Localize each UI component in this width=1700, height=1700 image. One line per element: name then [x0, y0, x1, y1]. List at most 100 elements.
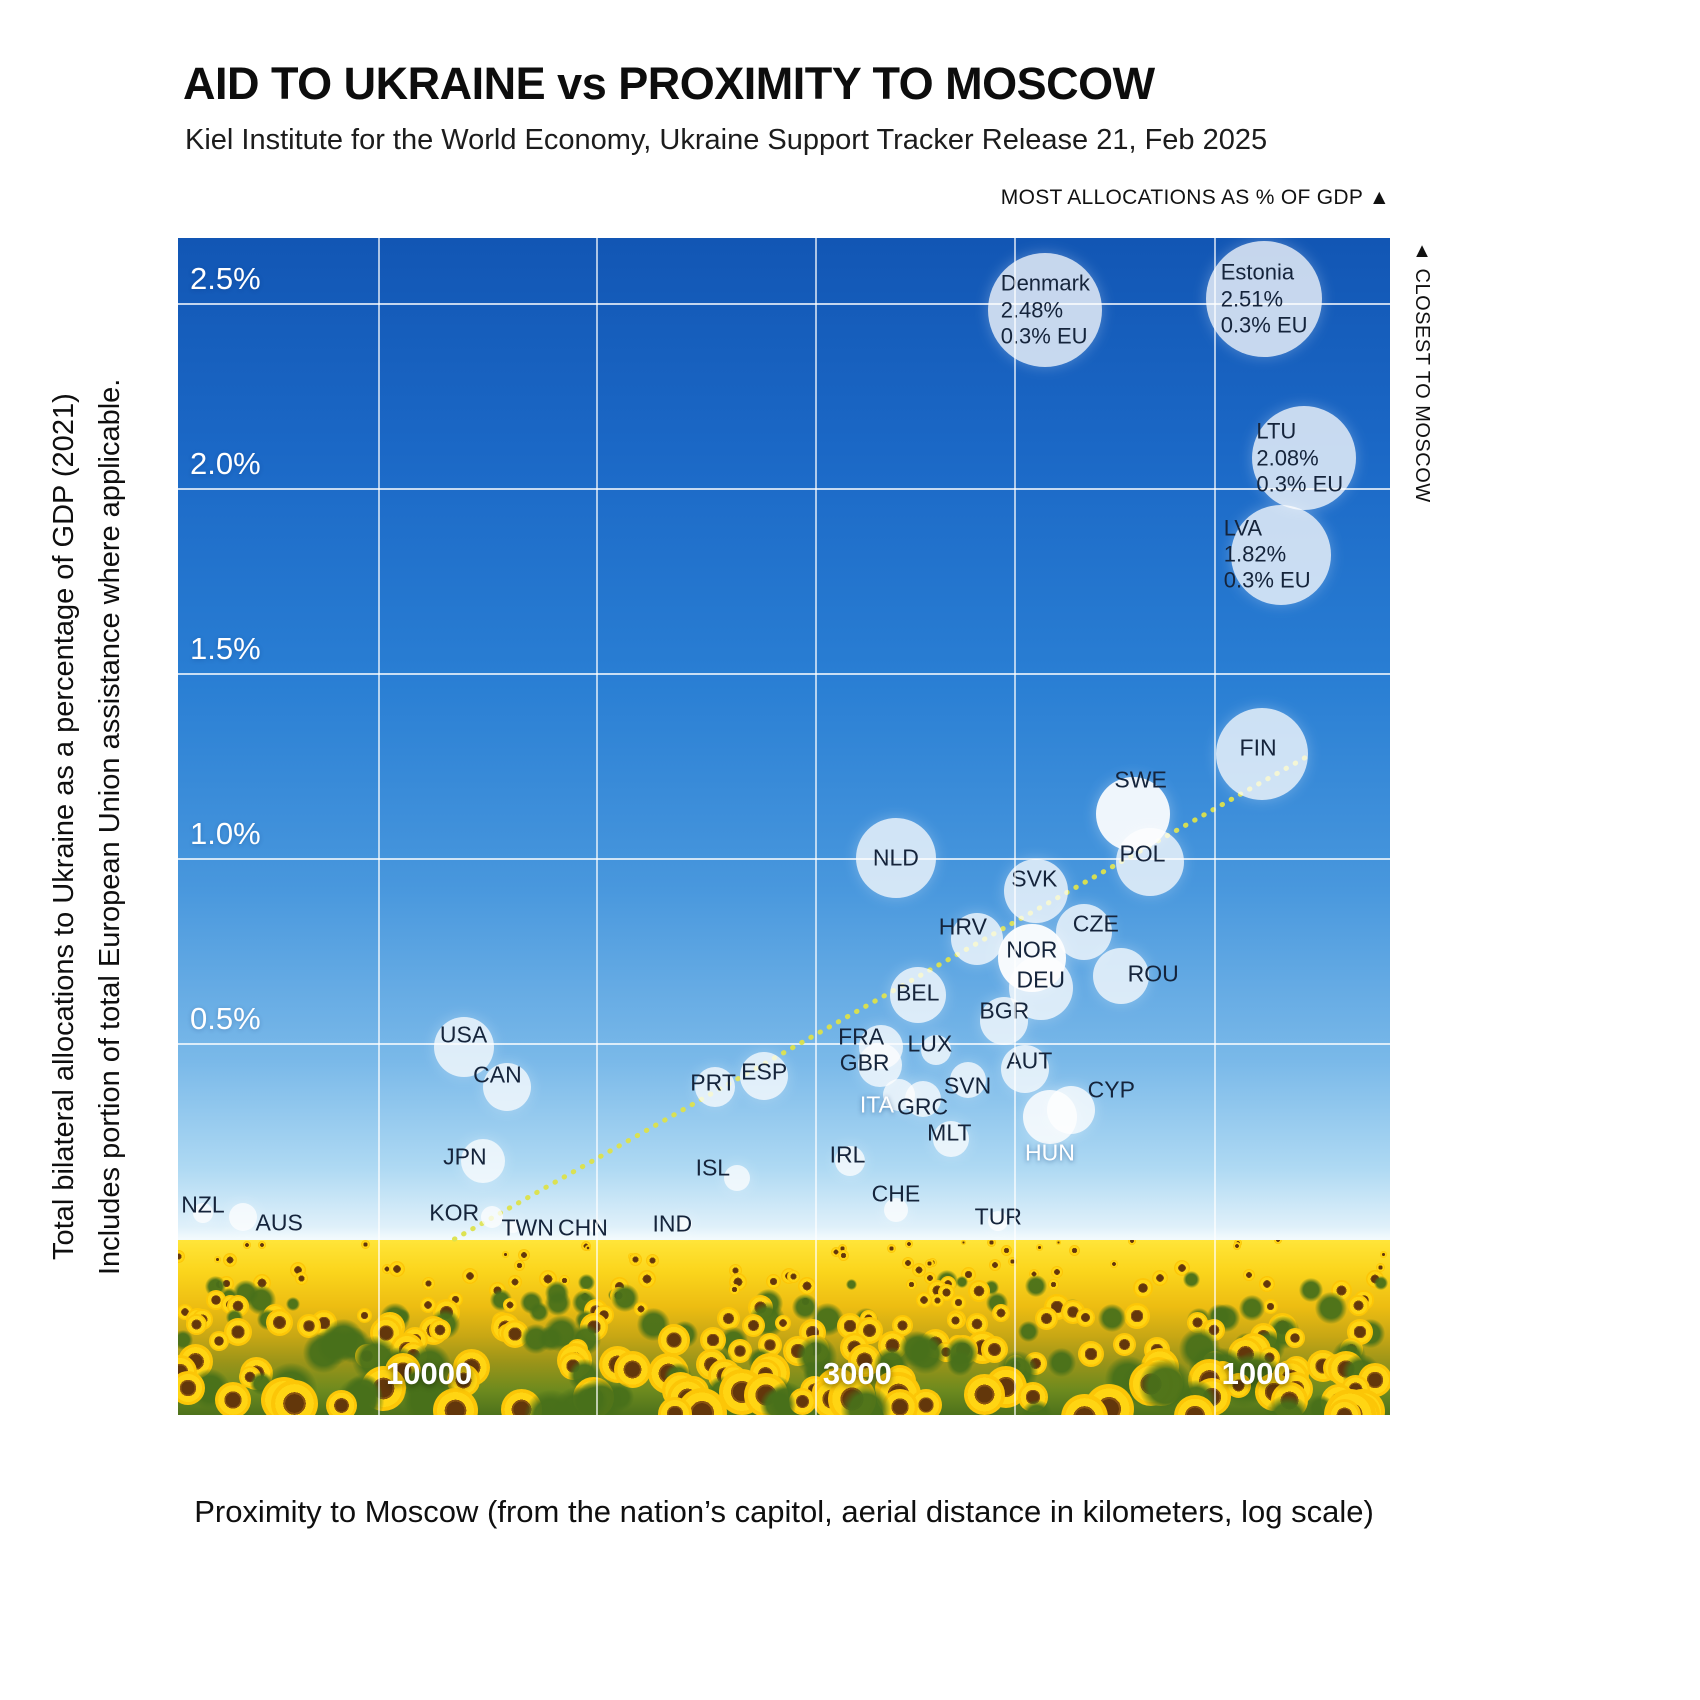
- sunflower: [1243, 1269, 1255, 1281]
- field-foliage: [303, 1332, 344, 1373]
- sunflower: [1076, 1308, 1095, 1327]
- y-tick-label-2.5: 2.5%: [190, 261, 261, 296]
- sunflower: [931, 1294, 944, 1307]
- sunflower: [514, 1260, 525, 1271]
- point-label-lux: LUX: [907, 1030, 953, 1057]
- point-label-pol: POL: [1119, 840, 1166, 867]
- field-foliage: [1021, 1400, 1053, 1415]
- field-foliage: [1183, 1271, 1200, 1288]
- sunflower: [178, 1250, 185, 1263]
- sunflower: [638, 1270, 656, 1288]
- sunflower: [258, 1241, 266, 1249]
- data-point-mlt: [933, 1121, 970, 1158]
- sunflower: [912, 1263, 926, 1277]
- data-point-irl: [835, 1146, 866, 1177]
- sunflower: [989, 1259, 1001, 1271]
- y-axis-label-line2: Includes portion of total European Union…: [94, 378, 126, 1275]
- field-foliage: [529, 1302, 549, 1322]
- point-label-ita: ITA: [859, 1091, 894, 1118]
- data-point-cyp: [1047, 1085, 1096, 1134]
- sunflower: [420, 1297, 436, 1313]
- sunflower: [902, 1257, 914, 1269]
- sunflower: [1069, 1245, 1080, 1256]
- point-label-bel: BEL: [895, 979, 940, 1006]
- point-label-bgr: BGR: [979, 997, 1030, 1024]
- field-foliage: [846, 1279, 857, 1290]
- point-label-jpn: JPN: [443, 1143, 487, 1170]
- point-label-isl: ISL: [695, 1154, 731, 1181]
- point-label-fra: FRA: [838, 1023, 885, 1050]
- y-tick-label-1: 1.0%: [190, 816, 261, 851]
- data-point-svn: [949, 1062, 986, 1098]
- y-gridline-2.5: [178, 303, 1390, 305]
- data-point-lva: [1231, 504, 1332, 605]
- field-foliage: [578, 1274, 595, 1291]
- sunflower: [559, 1275, 570, 1286]
- field-foliage: [905, 1333, 946, 1374]
- x-tick-label-3000: 3000: [822, 1356, 892, 1391]
- data-point-nld: [855, 818, 936, 898]
- trend-line: [451, 751, 1314, 1242]
- data-point-rou: [1093, 948, 1150, 1005]
- sunflower: [518, 1249, 530, 1261]
- data-point-twn: [505, 1219, 520, 1234]
- sunflower: [1035, 1307, 1058, 1330]
- sunflower: [646, 1254, 659, 1267]
- sunflower: [629, 1253, 642, 1266]
- scatter-plot-area: 0.5% 1.0% 1.5% 2.0% 2.5% 10000 3000 1000 NZL AUS U…: [178, 238, 1390, 1415]
- sunflower: [1048, 1279, 1059, 1290]
- point-label-tur: TUR: [974, 1203, 1022, 1230]
- data-point-jpn: [460, 1139, 505, 1184]
- sunflower: [1008, 1257, 1017, 1266]
- point-label-ltu: LTU 2.08% 0.3% EU: [1256, 418, 1344, 497]
- point-label-grc: GRC: [896, 1093, 949, 1119]
- data-point-prt: [695, 1067, 736, 1108]
- sunflower: [992, 1304, 1010, 1322]
- sunflower: [906, 1279, 917, 1290]
- sunflower: [1348, 1295, 1369, 1316]
- sunflower: [382, 1264, 392, 1274]
- data-point-ltu: [1251, 406, 1356, 511]
- sunflower: [658, 1397, 692, 1415]
- sunflower: [1056, 1240, 1061, 1245]
- point-label-twn: TWN: [501, 1214, 554, 1241]
- point-label-swe: SWE: [1114, 766, 1167, 793]
- data-point-lux: [920, 1035, 951, 1066]
- data-point-grc: [904, 1080, 941, 1117]
- sunflower: [838, 1250, 849, 1261]
- data-point-dnk: [988, 253, 1103, 368]
- sunflower: [729, 1284, 740, 1295]
- point-label-nzl: NZL: [181, 1191, 225, 1218]
- field-foliage: [545, 1290, 571, 1316]
- point-label-aut: AUT: [1006, 1047, 1053, 1074]
- sunflower: [503, 1298, 517, 1312]
- sunflower: [887, 1244, 896, 1253]
- sunflower: [429, 1319, 451, 1341]
- sunflower: [422, 1277, 435, 1290]
- point-label-mlt: MLT: [927, 1119, 972, 1146]
- sunflower: [1285, 1328, 1305, 1348]
- data-point-hrv: [950, 913, 1003, 966]
- point-label-svk: SVK: [1011, 865, 1058, 892]
- point-label-chn: CHN: [558, 1214, 608, 1241]
- data-point-esp: [740, 1052, 789, 1101]
- sunflower: [1001, 1245, 1012, 1256]
- field-foliage: [760, 1387, 796, 1415]
- sunflower: [1110, 1260, 1118, 1268]
- sunflower: [775, 1315, 791, 1331]
- field-foliage: [521, 1324, 551, 1354]
- sunflower: [361, 1240, 370, 1249]
- y-tick-label-2: 2.0%: [190, 446, 261, 481]
- point-label-che: CHE: [871, 1180, 921, 1206]
- sunflower: [1152, 1270, 1168, 1286]
- sunflower: [215, 1382, 251, 1415]
- data-point-cze: [1055, 904, 1112, 960]
- top-axis-note: MOST ALLOCATIONS AS % OF GDP ▲: [1000, 186, 1390, 209]
- sunflower: [831, 1247, 841, 1257]
- point-label-cyp: CYP: [1087, 1076, 1135, 1103]
- sunflower: [1263, 1299, 1278, 1314]
- data-point-can: [483, 1063, 532, 1112]
- point-label-esp: ESP: [741, 1058, 788, 1085]
- sunflower: [766, 1274, 781, 1289]
